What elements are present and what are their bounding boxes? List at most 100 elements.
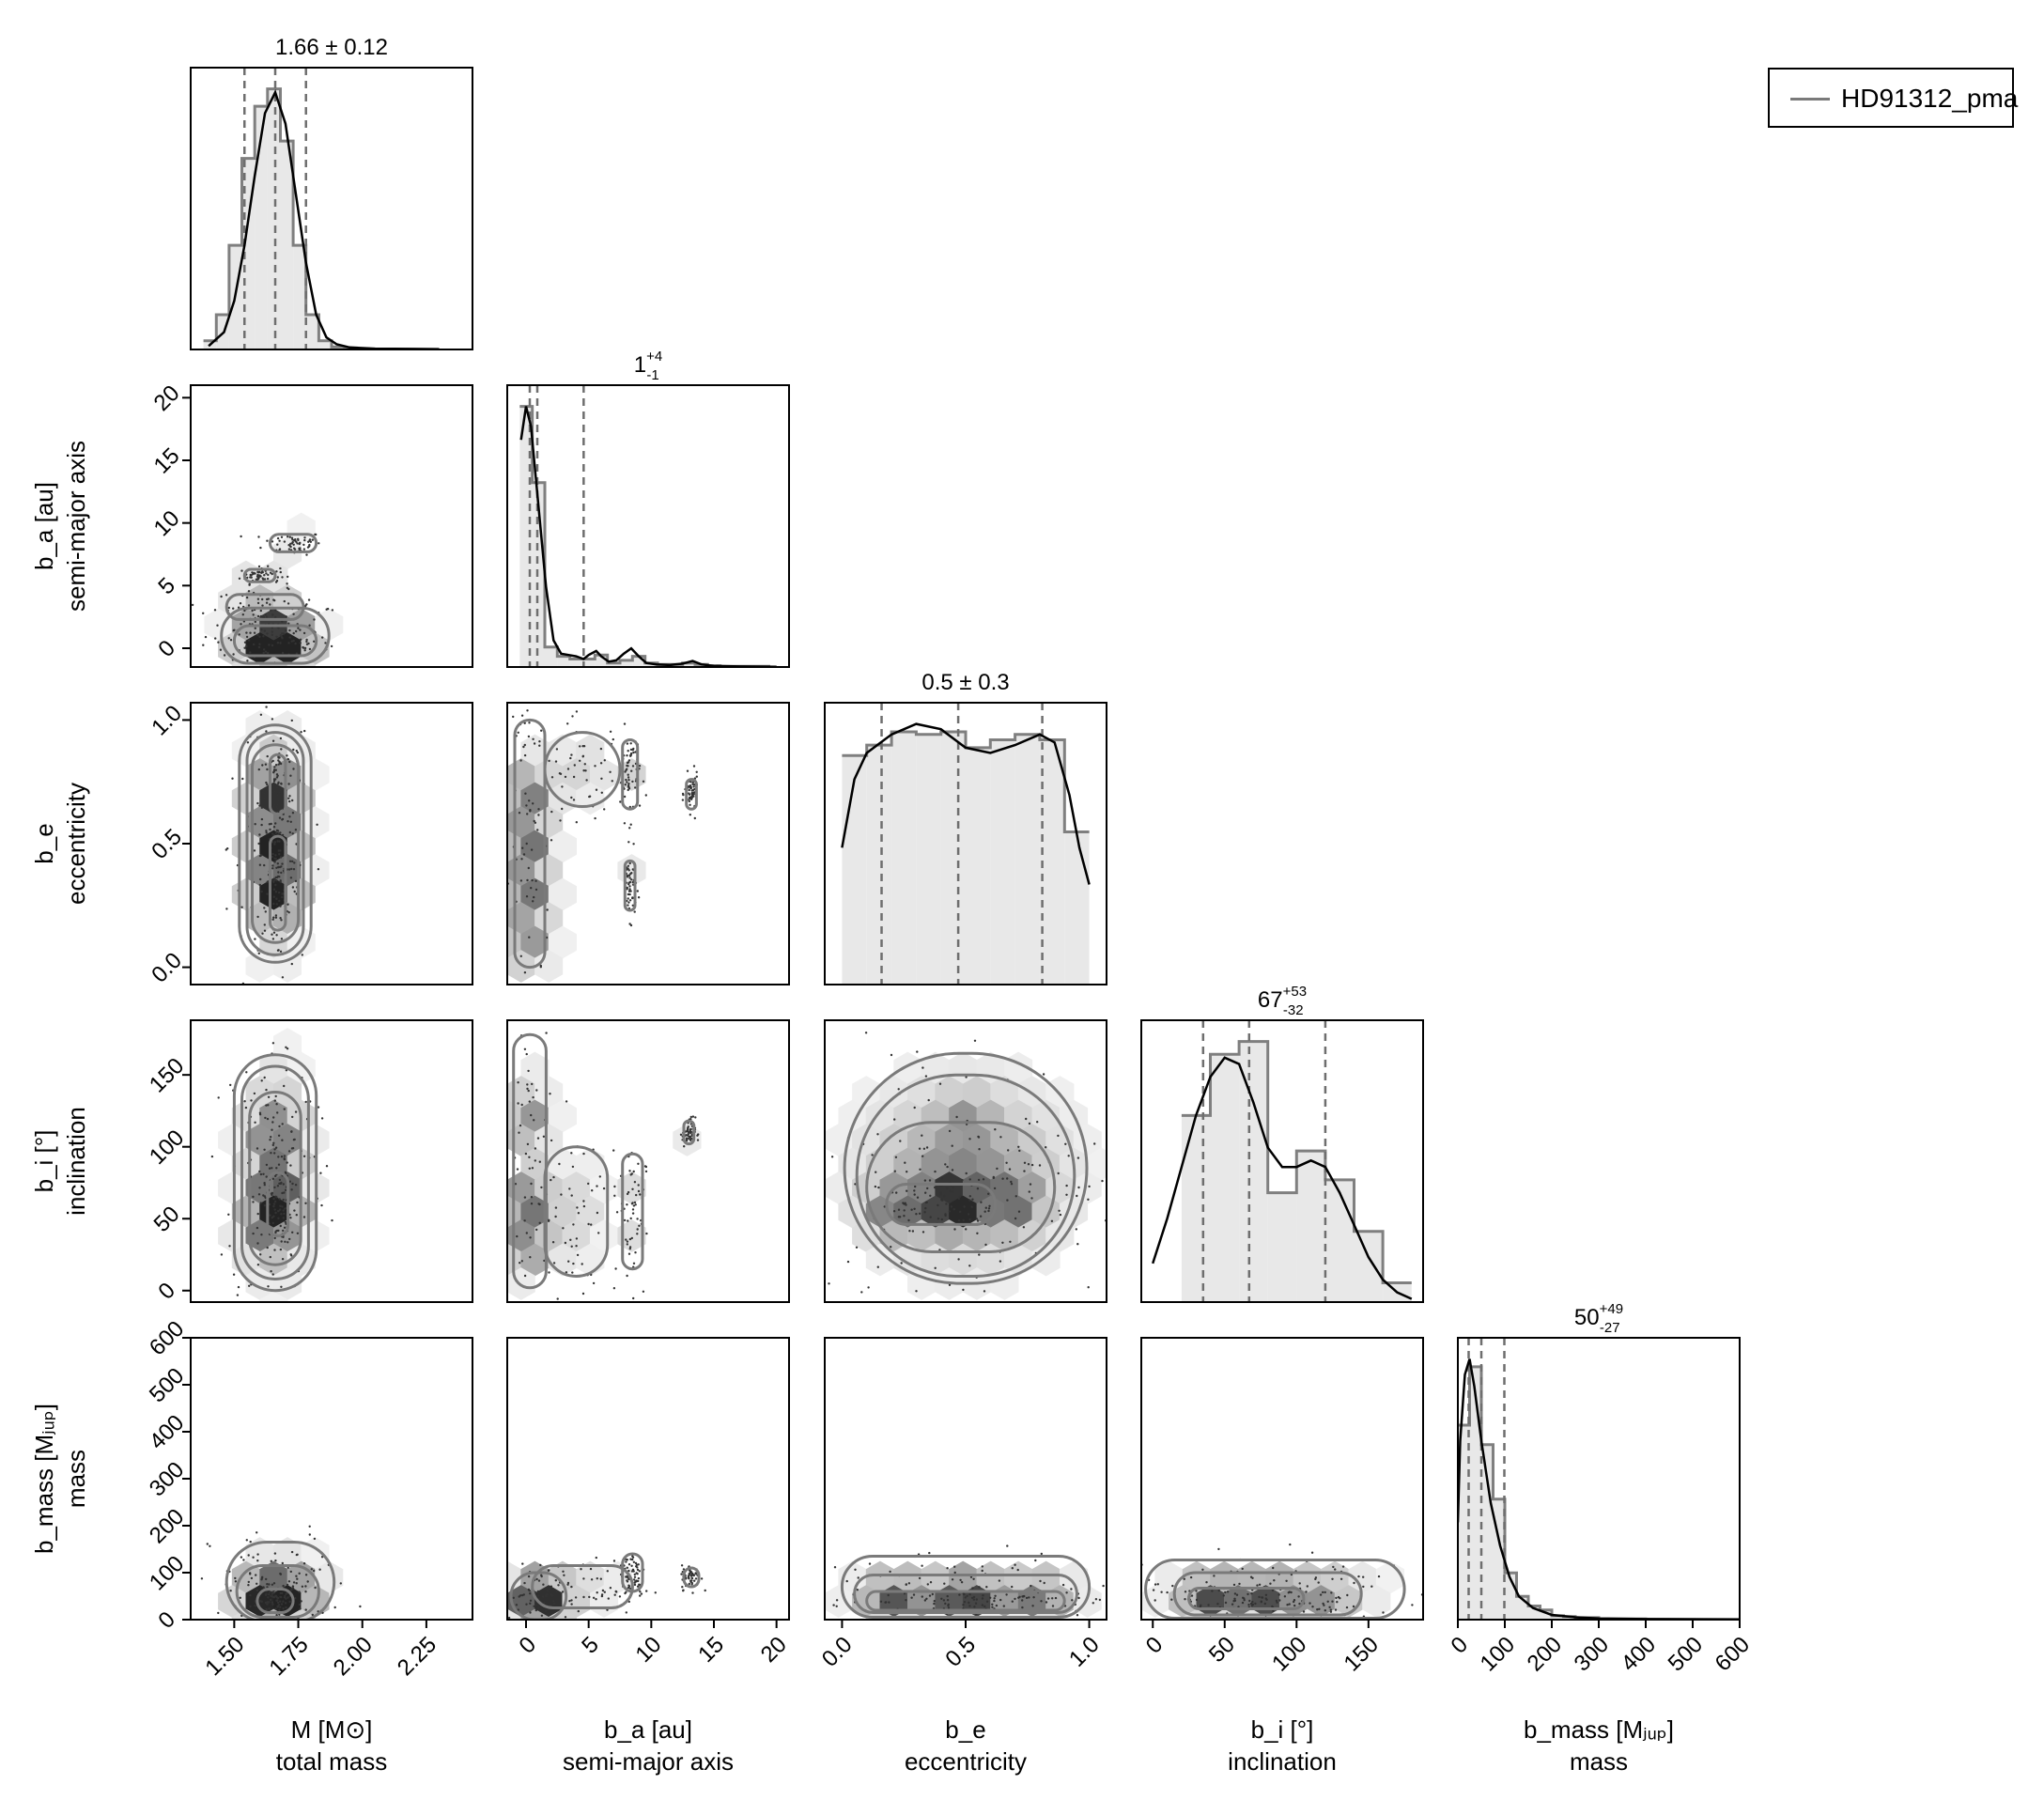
sample-point	[975, 1598, 979, 1601]
x-axis-label-M: M [M⊙]	[291, 1715, 373, 1744]
sample-point	[1226, 1591, 1230, 1593]
sample-point	[518, 812, 521, 815]
sample-point	[634, 751, 637, 753]
sample-point	[287, 1622, 289, 1623]
sample-point	[543, 1601, 546, 1605]
sample-point	[524, 792, 527, 795]
sample-point	[313, 618, 316, 621]
density-hex	[1004, 1560, 1033, 1594]
sample-point	[516, 1168, 519, 1171]
sample-point	[631, 765, 635, 768]
sample-point	[266, 768, 269, 771]
sample-point	[635, 1572, 638, 1575]
sample-point	[1233, 1592, 1237, 1595]
sample-point	[1110, 1615, 1112, 1617]
sample-point	[256, 1212, 259, 1216]
sample-point	[1314, 1576, 1318, 1579]
sample-point	[637, 896, 641, 899]
sample-point	[204, 635, 208, 639]
hist-bar	[1064, 831, 1090, 985]
sample-point	[1006, 1544, 1009, 1547]
sample-point	[285, 1046, 287, 1049]
sample-point	[491, 1571, 493, 1573]
y-axis-label-b_mass: b_mass [Mⱼᵤₚ]	[30, 1404, 58, 1554]
sample-point	[638, 1583, 641, 1586]
density-hex	[231, 1195, 260, 1229]
sample-point	[999, 1260, 1002, 1263]
sample-point	[628, 1237, 632, 1241]
sample-point	[977, 1178, 981, 1182]
sample-point	[627, 1585, 631, 1588]
sample-point	[642, 1290, 645, 1294]
sample-point	[1011, 1585, 1014, 1589]
sample-point	[955, 1115, 958, 1119]
sample-point	[1028, 1596, 1030, 1599]
sample-point	[225, 848, 227, 851]
sample-point	[236, 1294, 240, 1296]
density-hex	[259, 877, 288, 911]
sample-point	[704, 1589, 706, 1592]
sample-point	[240, 1556, 243, 1559]
hist-bar	[1296, 1151, 1325, 1302]
sample-point	[877, 1186, 880, 1189]
hist-bar	[940, 732, 966, 985]
sample-point	[628, 892, 631, 896]
sample-point	[1278, 1599, 1281, 1602]
sample-point	[654, 1591, 657, 1594]
hist-bar	[1324, 1179, 1355, 1302]
hist-bar	[682, 662, 695, 667]
sample-point	[993, 1599, 996, 1603]
sample-point	[1077, 1186, 1080, 1189]
sample-point	[625, 1560, 627, 1563]
sample-point	[612, 1287, 616, 1290]
sample-point	[681, 792, 685, 796]
sample-point	[1346, 1593, 1349, 1597]
sample-point	[972, 1595, 976, 1599]
contour-line	[240, 1064, 310, 1280]
sample-point	[264, 650, 268, 653]
sample-point	[526, 1142, 530, 1146]
sample-point	[1306, 1585, 1309, 1588]
sample-point	[276, 1597, 280, 1600]
sample-point	[691, 1591, 694, 1594]
sample-point	[254, 627, 256, 629]
sample-point	[271, 1177, 275, 1181]
sample-point	[503, 1590, 505, 1591]
sample-point	[280, 919, 283, 922]
density-hex	[562, 1172, 591, 1204]
sample-point	[308, 1525, 311, 1528]
sample-point	[256, 915, 259, 919]
sample-point	[260, 1079, 263, 1082]
sample-point	[944, 1602, 947, 1606]
pair-panel-b_a-b_mass	[491, 1337, 790, 1621]
sample-point	[267, 651, 270, 655]
sample-point	[277, 1217, 280, 1220]
kde-curve	[1152, 1056, 1413, 1300]
sample-point	[240, 569, 243, 572]
sample-point	[1271, 1605, 1274, 1608]
sample-point	[1094, 1598, 1098, 1601]
sample-point	[311, 538, 314, 541]
sample-point	[268, 1203, 271, 1206]
sample-point	[283, 1155, 286, 1157]
sample-point	[278, 891, 281, 894]
sample-point	[260, 817, 264, 821]
sample-point	[229, 639, 233, 642]
sample-point	[1241, 1567, 1244, 1571]
sample-point	[288, 1237, 291, 1241]
x-tick-label: 5	[577, 1632, 604, 1659]
sample-point	[1021, 1606, 1024, 1609]
sample-point	[270, 822, 272, 826]
sample-point	[277, 865, 280, 869]
sample-point	[923, 1179, 927, 1182]
sample-point	[252, 613, 255, 616]
sample-point	[304, 1100, 307, 1104]
sample-point	[572, 775, 576, 779]
sample-point	[688, 1137, 690, 1141]
sample-point	[262, 648, 266, 651]
sample-point	[277, 1156, 280, 1158]
sample-point	[285, 1592, 287, 1596]
sample-point	[275, 1103, 278, 1106]
sample-point	[301, 1585, 304, 1589]
sample-point	[234, 1580, 238, 1583]
